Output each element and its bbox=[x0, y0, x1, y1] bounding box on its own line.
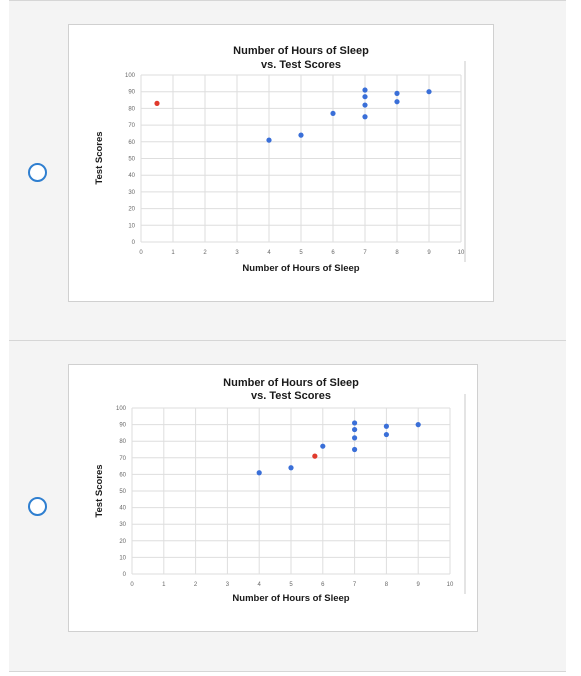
data-point bbox=[330, 110, 336, 117]
y-tick-label: 10 bbox=[119, 555, 126, 561]
y-tick-label: 70 bbox=[128, 123, 135, 129]
y-tick-label: 80 bbox=[128, 106, 135, 112]
radio-button-option-1[interactable] bbox=[28, 163, 47, 182]
data-point bbox=[415, 422, 421, 428]
x-tick-label: 10 bbox=[447, 582, 454, 588]
y-tick-label: 40 bbox=[119, 506, 126, 512]
y-tick-label: 0 bbox=[123, 572, 127, 578]
y-axis-label: Test Scores bbox=[94, 464, 105, 517]
x-tick-label: 3 bbox=[226, 582, 230, 588]
highlighted-data-point bbox=[312, 453, 318, 459]
answer-option-1[interactable]: 0 10 20 30 40 50 60 70 80 90 100 0 1 2 3 4 5 6 7 8 9 10 Number… bbox=[9, 0, 566, 341]
chart-card-option-2: 0 10 20 30 40 50 60 70 80 90 100 0 1 2 3 4 5 6 7 8 9 10 Number… bbox=[68, 364, 478, 632]
x-tick-label: 9 bbox=[417, 582, 421, 588]
y-tick-label: 100 bbox=[125, 73, 136, 79]
y-axis-label: Test Scores bbox=[94, 131, 105, 184]
x-tick-label: 7 bbox=[363, 250, 367, 256]
y-tick-label: 30 bbox=[119, 522, 126, 528]
y-tick-label: 20 bbox=[119, 539, 126, 545]
data-point bbox=[352, 420, 358, 426]
chart-title-line-2: vs. Test Scores bbox=[261, 59, 341, 71]
x-tick-label: 2 bbox=[203, 250, 207, 256]
data-point bbox=[362, 94, 368, 100]
data-point bbox=[383, 423, 389, 429]
data-point bbox=[426, 89, 432, 95]
x-tick-label: 4 bbox=[267, 250, 271, 256]
x-tick-label: 8 bbox=[385, 582, 389, 588]
highlighted-data-point bbox=[154, 100, 160, 106]
x-tick-label: 10 bbox=[458, 250, 465, 256]
x-tick-label: 8 bbox=[395, 250, 399, 256]
chart-card-option-1: 0 10 20 30 40 50 60 70 80 90 100 0 1 2 3 4 5 6 7 8 9 10 Number… bbox=[68, 24, 494, 302]
y-tick-label: 90 bbox=[128, 90, 135, 96]
x-axis-label: Number of Hours of Sleep bbox=[232, 593, 349, 604]
data-point bbox=[320, 443, 326, 449]
x-tick-label: 5 bbox=[299, 250, 303, 256]
y-tick-label: 10 bbox=[128, 223, 135, 229]
data-point bbox=[394, 99, 400, 105]
x-tick-label: 3 bbox=[235, 250, 239, 256]
x-tick-label: 1 bbox=[162, 582, 166, 588]
data-point bbox=[394, 90, 400, 96]
chart-title-line-2: vs. Test Scores bbox=[251, 390, 331, 402]
data-point bbox=[352, 446, 358, 453]
y-tick-label: 60 bbox=[119, 472, 126, 478]
y-tick-label: 50 bbox=[119, 489, 126, 495]
data-point bbox=[298, 132, 304, 138]
data-point bbox=[288, 465, 294, 471]
scatter-chart-option-2: 0 10 20 30 40 50 60 70 80 90 100 0 1 2 3 4 5 6 7 8 9 10 Number… bbox=[94, 377, 466, 604]
data-point bbox=[383, 431, 389, 438]
y-tick-label: 50 bbox=[128, 157, 135, 163]
y-tick-label: 100 bbox=[116, 406, 127, 412]
y-tick-label: 80 bbox=[119, 439, 126, 445]
x-tick-label: 2 bbox=[194, 582, 198, 588]
y-tick-label: 20 bbox=[128, 207, 135, 213]
data-point bbox=[362, 102, 368, 108]
y-tick-label: 90 bbox=[119, 423, 126, 429]
data-point bbox=[362, 114, 368, 120]
data-point bbox=[256, 470, 262, 476]
data-point bbox=[352, 435, 358, 441]
chart-title-line-1: Number of Hours of Sleep bbox=[223, 377, 359, 389]
x-tick-label: 9 bbox=[427, 250, 431, 256]
radio-button-option-2[interactable] bbox=[28, 497, 47, 516]
data-point bbox=[266, 137, 272, 143]
y-tick-label: 70 bbox=[119, 456, 126, 462]
y-tick-label: 0 bbox=[132, 240, 136, 246]
data-point bbox=[362, 87, 368, 93]
y-tick-label: 60 bbox=[128, 140, 135, 146]
answer-option-2[interactable]: 0 10 20 30 40 50 60 70 80 90 100 0 1 2 3 4 5 6 7 8 9 10 Number… bbox=[9, 340, 566, 672]
chart-title-line-1: Number of Hours of Sleep bbox=[233, 45, 369, 57]
scatter-chart-option-1: 0 10 20 30 40 50 60 70 80 90 100 0 1 2 3 4 5 6 7 8 9 10 Number… bbox=[94, 45, 466, 274]
x-tick-label: 0 bbox=[139, 250, 143, 256]
y-tick-label: 30 bbox=[128, 190, 135, 196]
x-tick-label: 5 bbox=[289, 582, 293, 588]
x-tick-label: 7 bbox=[353, 582, 357, 588]
data-point bbox=[352, 426, 358, 433]
x-tick-label: 6 bbox=[331, 250, 335, 256]
x-tick-label: 6 bbox=[321, 582, 325, 588]
x-tick-label: 1 bbox=[171, 250, 175, 256]
x-tick-label: 0 bbox=[130, 582, 134, 588]
x-tick-label: 4 bbox=[258, 582, 262, 588]
x-axis-label: Number of Hours of Sleep bbox=[242, 263, 359, 274]
y-tick-label: 40 bbox=[128, 173, 135, 179]
